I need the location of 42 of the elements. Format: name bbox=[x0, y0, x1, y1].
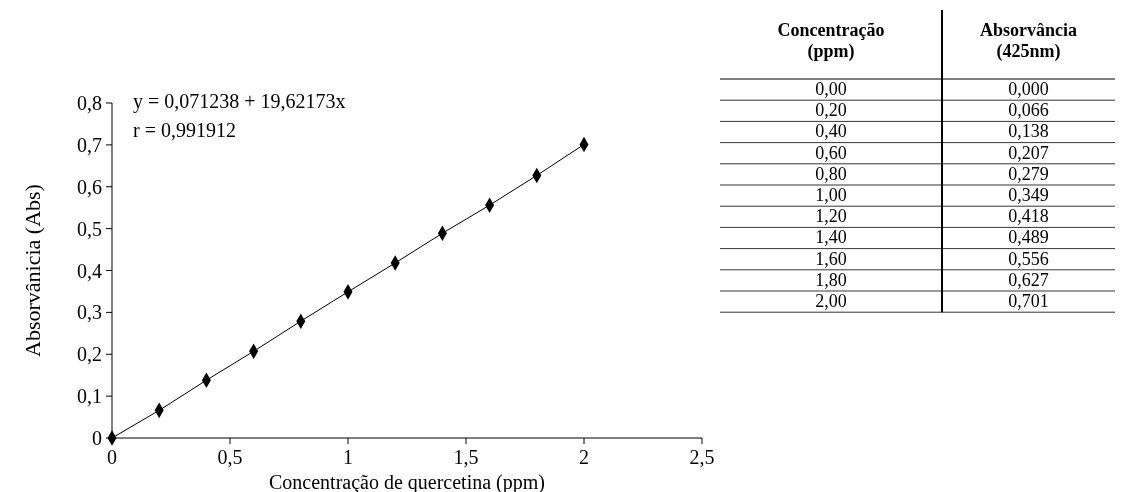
y-tick-label: 0,2 bbox=[77, 343, 102, 366]
text: 0,556 bbox=[1008, 248, 1049, 269]
text: 0,066 bbox=[1008, 100, 1049, 121]
x-tick-label: 0,5 bbox=[217, 446, 243, 468]
text: 0,00 bbox=[815, 79, 847, 99]
text: Concentração (ppm) bbox=[777, 20, 885, 62]
x-tick-label: 2,5 bbox=[689, 446, 715, 468]
y-tick-label: 0,8 bbox=[77, 92, 102, 114]
y-tick-label: 0,4 bbox=[77, 259, 102, 282]
text: 0,138 bbox=[1008, 121, 1049, 142]
text: 1,80 bbox=[815, 269, 847, 290]
text: Absorvância (425nm) bbox=[979, 20, 1078, 62]
annotation: y = 0,071238 + 19,62173x bbox=[133, 90, 346, 113]
text: 0,60 bbox=[815, 142, 847, 163]
text: 0,207 bbox=[1008, 142, 1049, 163]
y-tick-label: 0,3 bbox=[77, 301, 102, 324]
text: 0,40 bbox=[815, 121, 847, 142]
y-tick-label: 0 bbox=[92, 427, 102, 449]
text: 1,00 bbox=[815, 185, 847, 205]
text: 2,00 bbox=[815, 291, 847, 311]
text: 1,40 bbox=[815, 227, 847, 248]
text: 0,279 bbox=[1008, 163, 1049, 184]
y-tick-label: 0,1 bbox=[77, 385, 102, 408]
y-axis-title: Absorvânicia (Abs) bbox=[20, 184, 45, 357]
text: 0,000 bbox=[1008, 79, 1049, 99]
x-tick-label: 2 bbox=[579, 446, 589, 468]
x-tick-label: 1,5 bbox=[453, 446, 479, 468]
y-tick-label: 0,7 bbox=[77, 133, 102, 156]
text: 0,627 bbox=[1008, 269, 1049, 290]
annotation: r = 0,991912 bbox=[133, 119, 236, 141]
x-tick-label: 0 bbox=[107, 446, 117, 468]
x-tick-label: 1 bbox=[343, 446, 353, 468]
text: 0,489 bbox=[1008, 227, 1049, 248]
y-tick-label: 0,5 bbox=[77, 217, 102, 240]
text: 1,20 bbox=[815, 206, 847, 227]
text: 0,80 bbox=[815, 163, 847, 184]
y-tick-label: 0,6 bbox=[77, 175, 102, 198]
text: 0,701 bbox=[1008, 291, 1049, 311]
text: 0,418 bbox=[1008, 206, 1049, 227]
text: 0,349 bbox=[1008, 185, 1049, 205]
text: 1,60 bbox=[815, 248, 847, 269]
text: 0,20 bbox=[815, 100, 847, 121]
